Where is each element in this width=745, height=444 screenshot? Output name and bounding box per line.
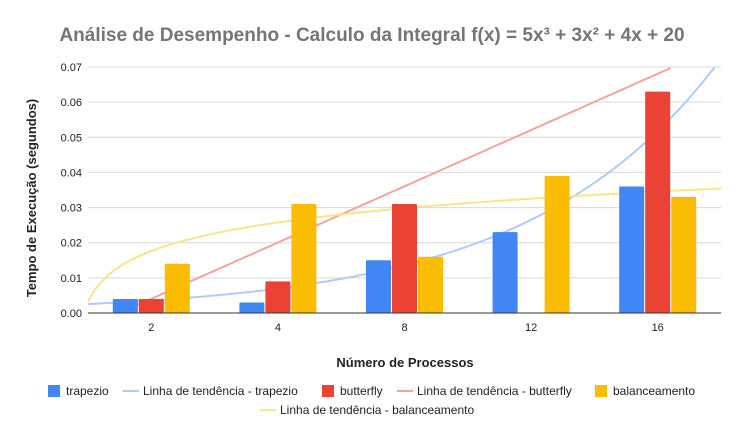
bar-trapezio: [112, 298, 138, 313]
bar-balanceamento: [291, 204, 317, 313]
legend-item: Linha de tendência - trapezio: [123, 384, 298, 398]
chart-title: Análise de Desempenho - Calculo da Integ…: [59, 25, 684, 46]
y-tick-label: 0.07: [61, 62, 82, 74]
y-tick-label: 0.03: [61, 203, 82, 215]
bar-butterfly: [265, 281, 291, 313]
x-tick-label: 4: [275, 322, 281, 334]
y-tick-label: 0.01: [61, 273, 82, 285]
y-tick-label: 0.02: [61, 238, 82, 250]
legend-label: Linha de tendência - balanceamento: [280, 403, 474, 417]
trendline-butterfly: [119, 67, 671, 313]
legend-swatch: [595, 385, 607, 397]
legend-swatch: [322, 385, 334, 397]
x-axis-label: Número de Processos: [336, 355, 473, 370]
legend-label: butterfly: [340, 384, 383, 398]
bar-balanceamento: [544, 175, 570, 313]
y-tick-label: 0.04: [61, 167, 82, 179]
bar-trapezio: [239, 302, 265, 313]
y-tick-label: 0.00: [61, 308, 82, 320]
bar-trapezio: [619, 186, 645, 313]
legend-item: trapezio: [48, 384, 109, 398]
legend-label: Linha de tendência - butterfly: [417, 384, 572, 398]
bar-balanceamento: [418, 256, 443, 313]
bar-butterfly: [138, 298, 164, 313]
x-tick-label: 8: [401, 322, 407, 334]
legend-label: balanceamento: [613, 384, 695, 398]
bar-butterfly: [392, 204, 417, 313]
x-tick-label: 12: [525, 322, 537, 334]
bar-trapezio: [366, 260, 391, 313]
bar-trapezio: [492, 232, 518, 313]
axes: 0.00 0.01 0.02 0.03 0.04 0.05 0.06 0.07 2 4 8 12 16: [61, 62, 721, 334]
y-axis-label: Tempo de Execução (segundos): [24, 99, 39, 297]
legend-label: Linha de tendência - trapezio: [143, 384, 298, 398]
bar-butterfly: [645, 91, 671, 313]
legend-item: balanceamento: [595, 384, 695, 398]
legend: trapezio Linha de tendência - trapezio but…: [48, 384, 695, 417]
legend-item: Linha de tendência - butterfly: [397, 384, 572, 398]
y-tick-label: 0.05: [61, 132, 82, 144]
legend-item: butterfly: [322, 384, 383, 398]
legend-swatch: [48, 385, 60, 397]
legend-item: Linha de tendência - balanceamento: [260, 403, 474, 417]
x-tick-label: 2: [148, 322, 154, 334]
x-tick-label: 16: [652, 322, 664, 334]
bar-balanceamento: [671, 197, 697, 313]
bars: [112, 91, 697, 313]
bar-balanceamento: [164, 263, 190, 313]
legend-label: trapezio: [66, 384, 109, 398]
y-tick-label: 0.06: [61, 97, 82, 109]
